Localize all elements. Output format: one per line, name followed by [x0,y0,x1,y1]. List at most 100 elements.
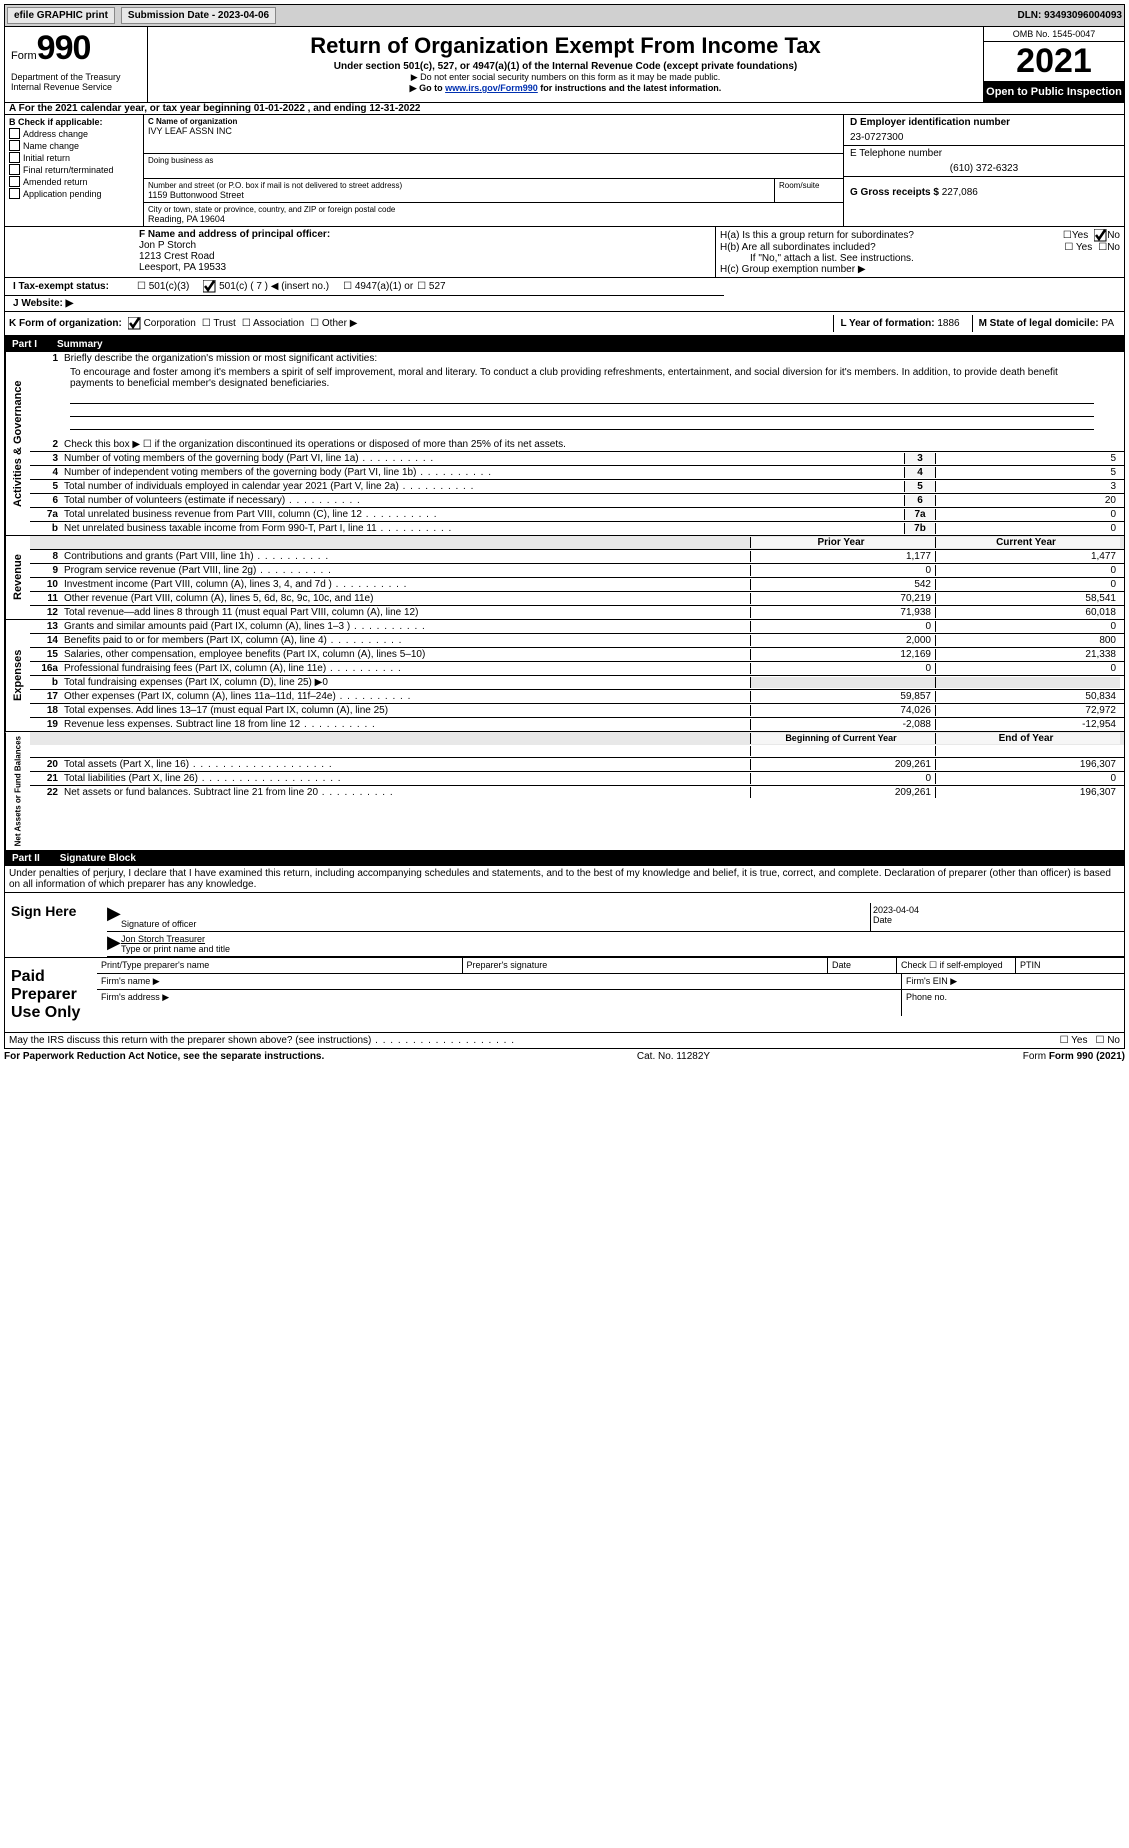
hb-no[interactable]: ☐No [1098,242,1120,253]
k-assoc[interactable]: ☐ Association [242,318,304,329]
l-label: L Year of formation: [840,318,934,329]
firm-name-label: Firm's name ▶ [97,974,902,989]
l8: Contributions and grants (Part VIII, lin… [64,551,750,562]
l13: Grants and similar amounts paid (Part IX… [64,621,750,632]
col-deg: D Employer identification number 23-0727… [843,115,1124,226]
v7a: 0 [936,509,1120,520]
l11: Other revenue (Part VIII, column (A), li… [64,593,750,604]
signature-block: Under penalties of perjury, I declare th… [4,866,1125,1049]
hb-label: H(b) Are all subordinates included? [720,242,1064,253]
yes-text: Yes [1072,230,1088,241]
v5: 3 [936,481,1120,492]
city-label: City or town, state or province, country… [148,205,839,214]
part1-title: Summary [57,339,103,350]
v6: 20 [936,495,1120,506]
opt-label: Association [253,318,304,329]
street-label: Number and street (or P.O. box if mail i… [148,181,770,190]
street-value: 1159 Buttonwood Street [148,190,770,200]
d-label: D Employer identification number [850,117,1118,128]
underline [70,417,1094,430]
hb-yes[interactable]: ☐ Yes [1064,242,1092,253]
chk-label: Final return/terminated [23,165,114,175]
department-label: Department of the Treasury Internal Reve… [5,70,148,102]
p10: 542 [750,579,935,590]
may-no[interactable]: ☐ No [1095,1035,1120,1046]
i-501c3[interactable]: ☐ 501(c)(3) [137,281,189,292]
opt-label: Corporation [144,318,196,329]
year-cell: OMB No. 1545-0047 2021 Open to Public In… [983,27,1124,102]
l12: Total revenue—add lines 8 through 11 (mu… [64,607,750,618]
l10: Investment income (Part VIII, column (A)… [64,579,750,590]
tax-year: 2021 [984,42,1124,82]
dba-label: Doing business as [148,156,839,165]
c10: 0 [935,579,1120,590]
officer-addr2: Leesport, PA 19533 [139,262,711,273]
pp-name-label: Print/Type preparer's name [97,958,463,973]
phone-value: (610) 372-6323 [850,159,1118,174]
row-a-period: A For the 2021 calendar year, or tax yea… [5,103,1124,115]
c19: -12,954 [935,719,1120,730]
p16a: 0 [750,663,935,674]
room-label: Room/suite [779,181,839,190]
chk-name-change[interactable]: Name change [9,140,139,151]
k-trust[interactable]: ☐ Trust [202,318,236,329]
officer-addr1: 1213 Crest Road [139,251,711,262]
cat-no: Cat. No. 11282Y [637,1051,710,1062]
l-value: 1886 [937,318,959,329]
submission-date-button[interactable]: Submission Date - 2023-04-06 [121,7,276,24]
p21: 0 [750,773,935,784]
irs-link[interactable]: www.irs.gov/Form990 [445,83,538,93]
c9: 0 [935,565,1120,576]
c22: 196,307 [935,787,1120,798]
paid-preparer: Paid Preparer Use Only Print/Type prepar… [5,957,1124,1032]
may-yes[interactable]: ☐ Yes [1060,1035,1088,1046]
l18: Total expenses. Add lines 13–17 (must eq… [64,705,750,716]
c14: 800 [935,635,1120,646]
col-m: M State of legal domicile: PA [972,315,1120,332]
l3-text: Number of voting members of the governin… [64,453,904,464]
c8: 1,477 [935,551,1120,562]
chk-app-pending[interactable]: Application pending [9,188,139,199]
yes-text: Yes [1076,242,1092,253]
l16a: Professional fundraising fees (Part IX, … [64,663,750,674]
v3: 5 [936,453,1120,464]
l21: Total liabilities (Part X, line 26) [64,773,750,784]
i-501c[interactable]: 501(c) ( 7 ) ◀ (insert no.) [203,280,329,293]
chk-label: Amended return [23,177,88,187]
chk-amended[interactable]: Amended return [9,176,139,187]
sig-date-label: Date [873,915,892,925]
p22: 209,261 [750,787,935,798]
i-527[interactable]: ☐ 527 [417,281,445,292]
checkmark-icon [128,317,141,330]
box-3: 3 [904,453,936,464]
v4: 5 [936,467,1120,478]
l7b-text: Net unrelated business taxable income fr… [64,523,904,534]
tab-activities: Activities & Governance [5,352,30,535]
l1-label: Briefly describe the organization's miss… [64,353,1120,364]
efile-button[interactable]: efile GRAPHIC print [7,7,115,24]
part2-num: Part II [12,853,40,864]
checkmark-icon [1094,229,1107,242]
c11: 58,541 [935,593,1120,604]
chk-address-change[interactable]: Address change [9,128,139,139]
yes-text: Yes [1071,1035,1087,1046]
col-c: C Name of organization IVY LEAF ASSN INC… [144,115,843,226]
firm-ein-label: Firm's EIN ▶ [902,974,1124,989]
tab-revenue: Revenue [5,536,30,619]
ha-yes[interactable]: ☐Yes [1063,230,1088,241]
chk-label: Application pending [23,189,102,199]
l6-text: Total number of volunteers (estimate if … [64,495,904,506]
l14: Benefits paid to or for members (Part IX… [64,635,750,646]
tab-expenses: Expenses [5,620,30,731]
ha-no[interactable]: No [1094,229,1120,242]
k-corp[interactable]: Corporation [128,317,196,330]
chk-initial-return[interactable]: Initial return [9,152,139,163]
chk-final-return[interactable]: Final return/terminated [9,164,139,175]
opt-label: 501(c)(3) [149,281,190,292]
k-other[interactable]: ☐ Other ▶ [310,318,357,329]
f-label: F Name and address of principal officer: [139,229,711,240]
row-i: I Tax-exempt status: ☐ 501(c)(3) 501(c) … [5,278,724,295]
l19: Revenue less expenses. Subtract line 18 … [64,719,750,730]
i-4947[interactable]: ☐ 4947(a)(1) or [343,281,413,292]
no-text: No [1107,242,1120,253]
